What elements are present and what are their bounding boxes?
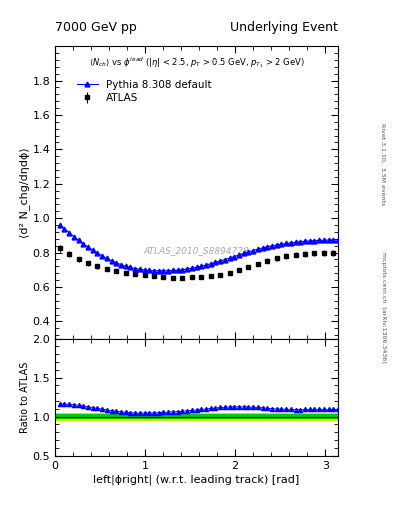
Pythia 8.308 default <box>336 237 340 243</box>
Text: Rivet 3.1.10,  3.5M events: Rivet 3.1.10, 3.5M events <box>381 123 386 205</box>
Pythia 8.308 default <box>105 255 109 262</box>
Pythia 8.308 default <box>156 268 161 274</box>
Pythia 8.308 default <box>128 264 133 270</box>
Y-axis label: Ratio to ATLAS: Ratio to ATLAS <box>20 361 29 433</box>
Pythia 8.308 default <box>147 267 152 273</box>
Text: 7000 GeV pp: 7000 GeV pp <box>55 22 137 34</box>
Y-axis label: ⟨d² N_chg/dηdϕ⟩: ⟨d² N_chg/dηdϕ⟩ <box>19 147 29 238</box>
Pythia 8.308 default <box>138 266 142 272</box>
Pythia 8.308 default <box>57 222 62 228</box>
Text: mcplots.cern.ch  [arXiv:1306.3436]: mcplots.cern.ch [arXiv:1306.3436] <box>381 252 386 362</box>
Text: $\langle N_{ch}\rangle$ vs $\phi^{lead}$ ($|\eta|$ < 2.5, $p_T$ > 0.5 GeV, $p_{T: $\langle N_{ch}\rangle$ vs $\phi^{lead}$… <box>88 55 305 70</box>
Pythia 8.308 default <box>152 268 156 274</box>
Legend: Pythia 8.308 default, ATLAS: Pythia 8.308 default, ATLAS <box>72 75 217 109</box>
X-axis label: left|ϕright| (w.r.t. leading track) [rad]: left|ϕright| (w.r.t. leading track) [rad… <box>94 475 299 485</box>
Pythia 8.308 default <box>237 252 241 258</box>
Text: Underlying Event: Underlying Event <box>230 22 338 34</box>
Line: Pythia 8.308 default: Pythia 8.308 default <box>57 223 340 273</box>
Text: ATLAS_2010_S8894728: ATLAS_2010_S8894728 <box>143 246 250 255</box>
